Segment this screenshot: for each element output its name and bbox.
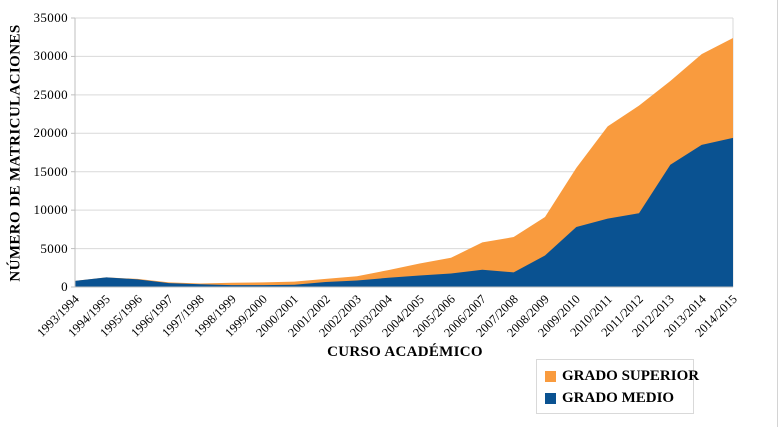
series-area-grado-superior xyxy=(75,37,733,288)
legend-item-grado-superior: GRADO SUPERIOR xyxy=(545,365,699,387)
y-tick-label-0: 0 xyxy=(61,279,68,294)
legend-label-grado-superior: GRADO SUPERIOR xyxy=(562,367,700,384)
x-axis-title: CURSO ACADÉMICO xyxy=(327,344,483,360)
y-tick-label-20000: 20000 xyxy=(33,125,68,141)
y-tick-label-30000: 30000 xyxy=(33,48,68,64)
page-right-border xyxy=(777,0,778,427)
y-tick-label-5000: 5000 xyxy=(40,240,68,256)
legend: GRADO SUPERIOR GRADO MEDIO xyxy=(536,359,699,414)
grado-medio-swatch-icon xyxy=(545,392,556,404)
grado-superior-swatch-icon xyxy=(545,370,556,382)
y-tick-label-25000: 25000 xyxy=(33,86,68,102)
y-tick-label-10000: 10000 xyxy=(33,202,68,218)
legend-label-grado-medio: GRADO MEDIO xyxy=(562,389,675,406)
y-tick-label-35000: 35000 xyxy=(33,10,68,25)
legend-item-grado-medio: GRADO MEDIO xyxy=(545,387,685,409)
series-area-grado-medio xyxy=(75,137,733,287)
y-tick-label-15000: 15000 xyxy=(33,163,68,179)
